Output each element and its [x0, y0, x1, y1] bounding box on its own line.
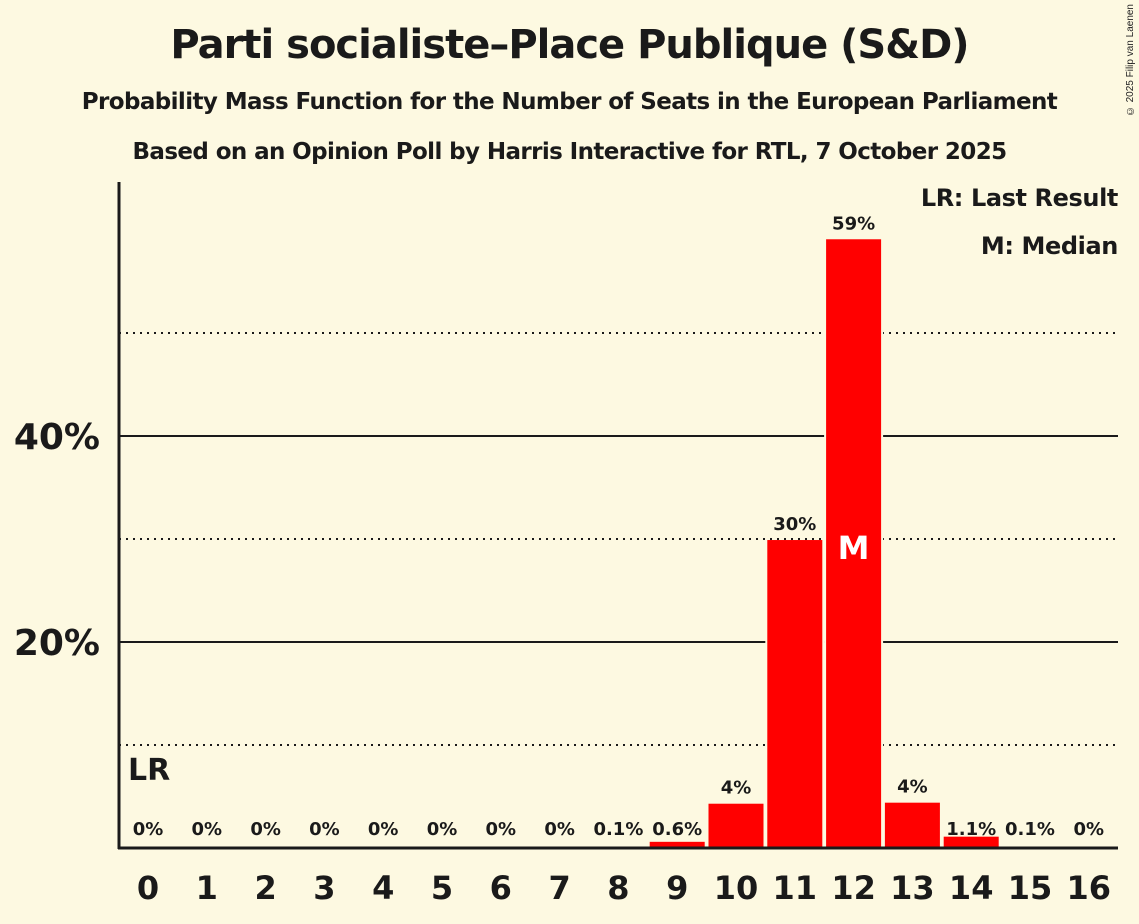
x-tick-label: 14 [949, 869, 994, 907]
value-label: 0.6% [652, 819, 702, 840]
value-label: 4% [721, 778, 752, 799]
bar-seat-9 [649, 841, 705, 848]
legend-last-result: LR: Last Result [920, 184, 1119, 212]
y-tick-label: 40% [14, 417, 100, 458]
chart-title: Parti socialiste–Place Publique (S&D) [170, 22, 969, 68]
value-label: 59% [832, 213, 875, 234]
value-label: 0% [133, 819, 164, 840]
value-label: 0% [544, 819, 575, 840]
value-label: 1.1% [946, 819, 996, 840]
value-label: 0% [427, 819, 458, 840]
value-label: 0% [486, 819, 517, 840]
x-tick-label: 1 [196, 869, 218, 907]
value-label: 0.1% [1005, 819, 1055, 840]
x-tick-label: 4 [372, 869, 394, 907]
bar-seat-13 [884, 802, 940, 848]
y-tick-label: 20% [14, 623, 100, 664]
x-tick-label: 0 [137, 869, 159, 907]
value-label: 30% [773, 514, 816, 535]
chart-source-caption: Based on an Opinion Poll by Harris Inter… [132, 139, 1007, 165]
value-label: 0.1% [593, 819, 643, 840]
axes [117, 182, 1118, 850]
bar-seat-10 [708, 803, 764, 848]
median-marker: M [838, 529, 870, 567]
value-label: 0% [1074, 819, 1105, 840]
bar-seat-11 [767, 540, 823, 848]
bar-series [588, 239, 1060, 848]
x-tick-label: 10 [714, 869, 759, 907]
value-label: 0% [309, 819, 340, 840]
x-tick-label: 12 [831, 869, 876, 907]
x-tick-label: 13 [890, 869, 935, 907]
x-tick-label: 9 [666, 869, 688, 907]
chart-subtitle: Probability Mass Function for the Number… [81, 89, 1058, 115]
x-tick-label: 11 [773, 869, 818, 907]
x-tick-label: 16 [1067, 869, 1112, 907]
gridlines [119, 332, 1118, 746]
bar-seat-14 [943, 836, 999, 848]
x-tick-label: 5 [431, 869, 453, 907]
bar-seat-12 [826, 239, 882, 848]
x-tick-label: 2 [254, 869, 276, 907]
x-tick-label: 15 [1008, 869, 1053, 907]
legend-median: M: Median [980, 232, 1118, 260]
last-result-marker: LR [128, 753, 170, 788]
labels: 20%40%0%00%10%20%30%40%50%60%70.1%80.6%9… [14, 213, 1111, 907]
value-label: 0% [250, 819, 281, 840]
x-tick-label: 8 [607, 869, 629, 907]
value-label: 0% [368, 819, 399, 840]
value-label: 0% [192, 819, 223, 840]
x-tick-label: 7 [548, 869, 570, 907]
x-tick-label: 6 [490, 869, 512, 907]
value-label: 4% [897, 777, 928, 798]
x-tick-label: 3 [313, 869, 335, 907]
